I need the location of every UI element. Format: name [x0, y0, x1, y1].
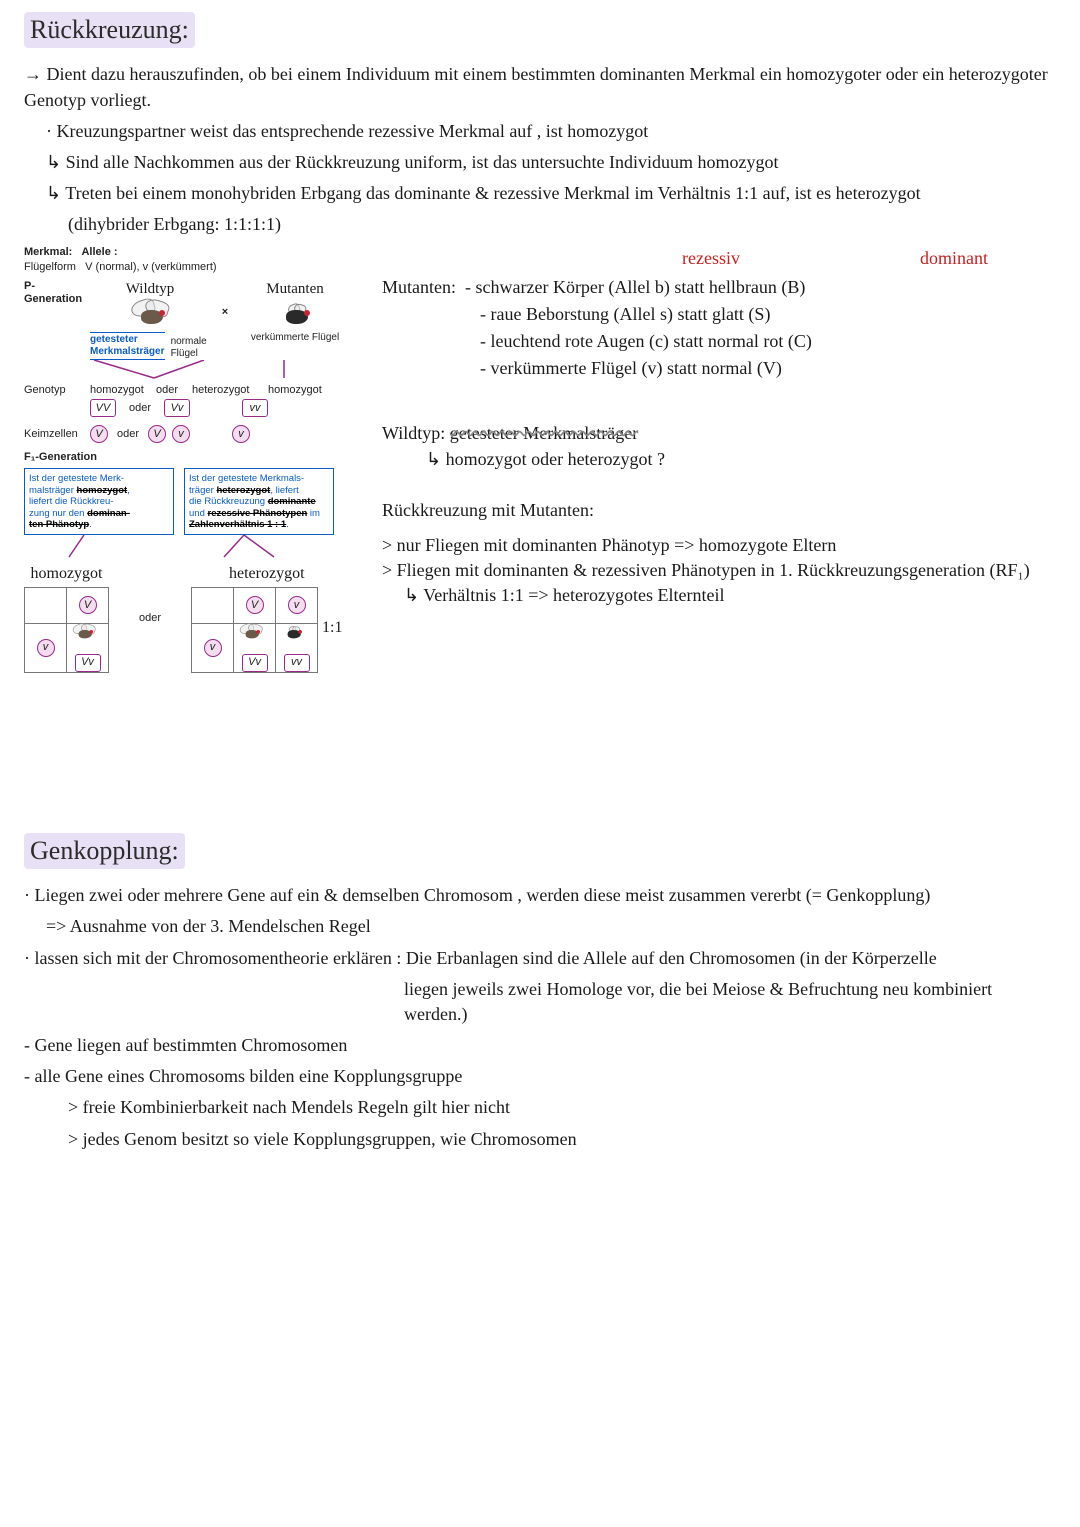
punnett-heterozygot: Vv v Vv vv [191, 587, 318, 673]
gamete-v-1: v [172, 425, 190, 443]
allele-VV-1: VV [90, 399, 116, 417]
hand-homozygot: homozygot [31, 564, 103, 583]
blue-panel-right: Ist der getestete Merkmals-träger hetero… [184, 468, 334, 535]
cross-symbol: × [222, 306, 228, 319]
gk-line-5: - alle Gene eines Chromosoms bilden eine… [24, 1064, 1056, 1089]
connector-svg-2 [24, 535, 344, 559]
oder-label-3: oder [114, 428, 142, 441]
gamete-V-2: V [148, 425, 166, 443]
rk-mutanten-heading: Rückkreuzung mit Mutanten: [382, 498, 1056, 523]
pun-h-cell: Vv [75, 654, 101, 672]
verkuemmerte-label: verkümmerte Flügel [251, 332, 339, 344]
oder-label-1: oder [156, 384, 186, 397]
gk-line-3a: lassen sich mit der Chromosomentheorie e… [24, 946, 1056, 971]
hand-heterozygot: heterozygot [229, 564, 305, 583]
wildtyp-note-label: Wildtyp: [382, 423, 445, 443]
heading-rueckkreuzung: Rückkreuzung: [24, 12, 195, 48]
intro-line-1: Dient dazu herauszufinden, ob bei einem … [24, 62, 1056, 112]
gk-line-2: => Ausnahme von der 3. Mendelschen Regel [24, 914, 1056, 939]
pun-het-fly-1 [235, 623, 267, 643]
mut-2: - raue Beborstung (Allel s) statt glatt … [382, 302, 1056, 327]
oder-label-2: oder [122, 402, 158, 415]
pun-het-cell-2: vv [284, 654, 310, 672]
wildtyp-note-text: getesteter Merkmalsträger [450, 423, 638, 443]
allele-Vv-1: Vv [164, 399, 190, 417]
gamete-V-1: V [90, 425, 108, 443]
mut-3: - leuchtend rote Augen (c) statt normal … [382, 329, 1056, 354]
heading-genkopplung: Genkopplung: [24, 833, 185, 869]
rk-line-1: nur Fliegen mit dominanten Phänotyp => h… [382, 533, 1056, 558]
allele-value: V (normal), v (verkümmert) [85, 261, 216, 273]
rk-line-2: Fliegen mit dominanten & rezessiven Phän… [382, 558, 1056, 583]
backcross-diagram: Merkmal: Allele : Flügelform V (normal),… [24, 246, 364, 673]
fly-mutant-icon [268, 298, 322, 332]
punnett-homozygot: V v Vv [24, 587, 109, 673]
pun-h-fly [68, 623, 100, 643]
intro-line-2: Kreuzungspartner weist das entsprechende… [24, 119, 1056, 144]
allele-label: Allele : [81, 246, 117, 258]
gamete-v-2: v [232, 425, 250, 443]
pun-het-fly-2 [277, 623, 309, 643]
allele-vv-1: vv [242, 399, 268, 417]
pun-het-head-v: v [288, 596, 306, 614]
gk-line-6: freie Kombinierbarkeit nach Mendels Rege… [24, 1095, 1056, 1120]
pun-het-side-v: v [204, 639, 222, 657]
intro-line-3: Sind alle Nachkommen aus der Rückkreuzun… [24, 150, 1056, 175]
mutanten-list-label: Mutanten: [382, 277, 456, 297]
fly-wildtype-icon [123, 298, 177, 332]
getesteter-label: getesteter Merkmalsträger [90, 332, 165, 360]
p-generation-label: P-Generation [24, 280, 84, 306]
pun-het-head-V: V [246, 596, 264, 614]
normale-fluegel-label: normale Flügel [171, 336, 210, 360]
wildtyp-label: Wildtyp [126, 280, 175, 298]
pun-h-head-V: V [79, 596, 97, 614]
homozygot-label-1: homozygot [90, 384, 150, 397]
homozygot-label-2: homozygot [268, 384, 328, 397]
mut-4: - verkümmerte Flügel (v) statt normal (V… [382, 356, 1056, 381]
rk-line-3: Verhältnis 1:1 => heterozygotes Elternte… [382, 583, 1056, 608]
intro-line-4: Treten bei einem monohybriden Erbgang da… [24, 181, 1056, 206]
merkmal-value: Flügelform [24, 261, 76, 273]
gk-line-1: Liegen zwei oder mehrere Gene auf ein & … [24, 883, 1056, 908]
pun-het-cell-1: Vv [242, 654, 268, 672]
oder-label-4: oder [139, 612, 161, 625]
connector-svg-1 [24, 360, 344, 380]
rezessiv-label: rezessiv [682, 246, 740, 271]
keimzellen-label: Keimzellen [24, 428, 84, 441]
gk-line-3b: liegen jeweils zwei Homologe vor, die be… [24, 977, 1056, 1027]
dominant-label: dominant [920, 246, 988, 271]
pun-h-side-v: v [37, 639, 55, 657]
gk-line-4: - Gene liegen auf bestimmten Chromosomen [24, 1033, 1056, 1058]
genotyp-label: Genotyp [24, 384, 84, 397]
wildtyp-note-sub: homozygot oder heterozygot ? [382, 447, 1056, 472]
gk-line-7: jedes Genom besitzt so viele Kopplungsgr… [24, 1127, 1056, 1152]
blue-panel-left: Ist der getestete Merk-malsträger homozy… [24, 468, 174, 535]
mutanten-label-diagram: Mutanten [266, 280, 324, 298]
right-notes: rezessiv dominant Mutanten: - schwarzer … [382, 246, 1056, 673]
f1-label: F₁-Generation [24, 451, 364, 464]
heterozygot-label-1: heterozygot [192, 384, 262, 397]
merkmal-label: Merkmal: [24, 246, 72, 258]
ratio-label: 1:1 [322, 618, 342, 637]
intro-line-5: (dihybrider Erbgang: 1:1:1:1) [24, 212, 1056, 237]
mut-1: - schwarzer Körper (Allel b) statt hellb… [465, 277, 805, 297]
